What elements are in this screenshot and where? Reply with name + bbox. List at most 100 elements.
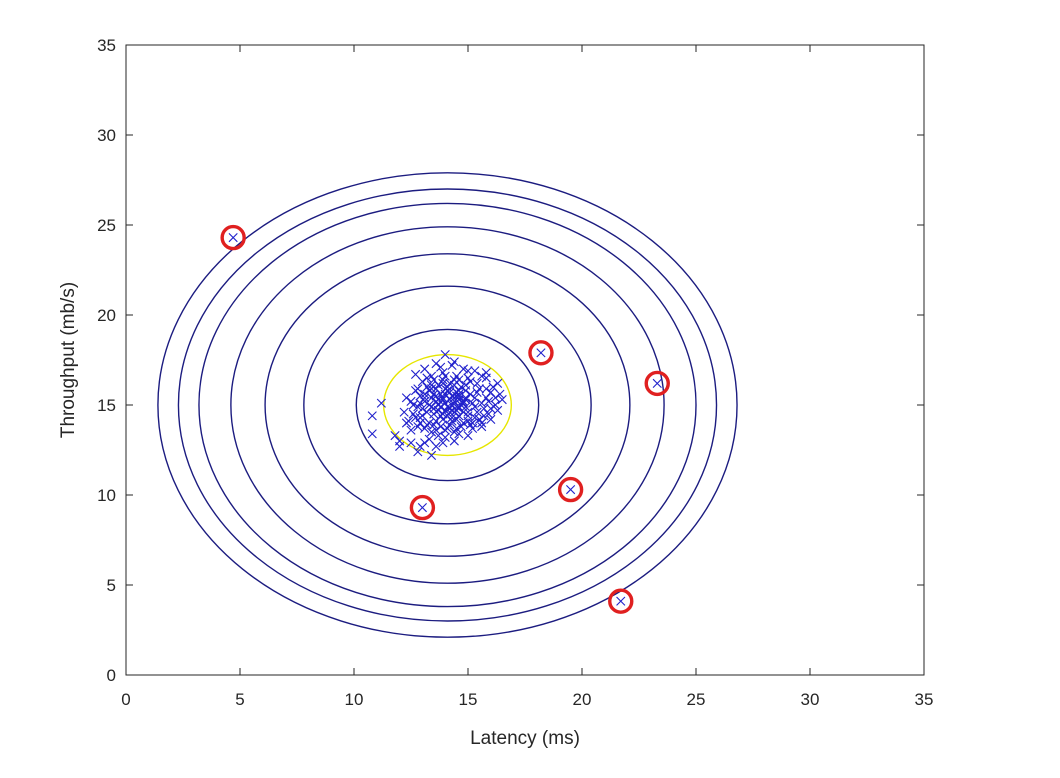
data-point bbox=[431, 441, 441, 451]
data-point bbox=[422, 373, 432, 383]
data-point bbox=[477, 371, 487, 381]
data-point bbox=[440, 432, 450, 442]
data-point bbox=[481, 368, 491, 378]
data-point bbox=[401, 393, 412, 403]
data-point bbox=[413, 384, 423, 394]
anomaly-point bbox=[536, 348, 546, 358]
data-point bbox=[406, 425, 416, 435]
data-point bbox=[442, 386, 453, 396]
anomaly-point bbox=[417, 503, 427, 513]
anomaly-point bbox=[616, 596, 626, 606]
data-point bbox=[395, 436, 405, 446]
data-point bbox=[415, 441, 425, 451]
data-point bbox=[470, 402, 480, 412]
data-point bbox=[431, 425, 441, 435]
contour-line-4 bbox=[230, 226, 665, 584]
data-point bbox=[495, 389, 505, 399]
x-tick-label: 5 bbox=[235, 690, 244, 709]
data-point bbox=[452, 405, 462, 415]
contour-line-2 bbox=[303, 285, 592, 525]
data-point bbox=[404, 416, 414, 426]
data-point bbox=[367, 429, 377, 439]
data-point bbox=[424, 434, 434, 444]
data-point bbox=[490, 400, 500, 410]
contour-line-3 bbox=[264, 253, 631, 557]
contour-line-5 bbox=[198, 202, 697, 608]
data-point bbox=[429, 375, 439, 385]
data-point bbox=[463, 407, 473, 417]
data-point bbox=[440, 350, 450, 360]
data-point bbox=[433, 400, 443, 410]
anomaly-point bbox=[566, 485, 576, 495]
data-point bbox=[463, 373, 473, 383]
data-point bbox=[426, 384, 437, 394]
data-point bbox=[406, 438, 416, 448]
y-tick-label: 0 bbox=[107, 666, 116, 685]
x-tick-label: 25 bbox=[687, 690, 706, 709]
x-tick-label: 15 bbox=[459, 690, 478, 709]
x-tick-label: 10 bbox=[345, 690, 364, 709]
data-point bbox=[410, 369, 421, 379]
data-point bbox=[436, 411, 446, 421]
data-point bbox=[470, 366, 480, 376]
data-point bbox=[463, 431, 473, 441]
data-point bbox=[456, 422, 466, 432]
y-tick-label: 25 bbox=[97, 216, 116, 235]
x-tick-label: 35 bbox=[915, 690, 934, 709]
data-point bbox=[431, 391, 441, 401]
data-point bbox=[461, 386, 471, 396]
data-point bbox=[436, 422, 446, 432]
x-tick-label: 0 bbox=[121, 690, 130, 709]
data-point bbox=[420, 364, 430, 374]
data-point bbox=[486, 404, 496, 414]
data-point bbox=[415, 413, 425, 423]
y-tick-label: 10 bbox=[97, 486, 116, 505]
data-point bbox=[479, 404, 489, 414]
data-point bbox=[438, 395, 448, 405]
data-point bbox=[493, 405, 503, 415]
data-point bbox=[426, 450, 437, 460]
anomaly-circle bbox=[608, 588, 634, 614]
data-point bbox=[470, 393, 480, 403]
data-point bbox=[488, 382, 498, 392]
data-point bbox=[399, 407, 409, 417]
data-point bbox=[438, 438, 448, 448]
data-point bbox=[422, 420, 432, 430]
gaussian-contours bbox=[157, 172, 738, 638]
y-tick-label: 30 bbox=[97, 126, 116, 145]
data-point bbox=[486, 414, 496, 424]
data-point bbox=[479, 411, 489, 421]
data-point bbox=[413, 402, 423, 412]
x-axis-label: Latency (ms) bbox=[470, 728, 580, 749]
data-point bbox=[467, 418, 478, 428]
data-point bbox=[447, 413, 457, 423]
data-point bbox=[447, 391, 457, 401]
anomaly-point bbox=[652, 378, 662, 388]
data-point bbox=[390, 431, 400, 441]
data-point bbox=[417, 377, 427, 387]
data-point bbox=[413, 422, 423, 432]
data-point bbox=[449, 357, 459, 367]
data-point bbox=[463, 366, 473, 376]
y-tick-label: 20 bbox=[97, 306, 116, 325]
data-point bbox=[463, 411, 473, 421]
data-point bbox=[483, 396, 494, 406]
data-point bbox=[420, 393, 430, 403]
data-point bbox=[497, 395, 507, 405]
data-point bbox=[449, 436, 459, 446]
data-point bbox=[413, 447, 423, 457]
data-point bbox=[458, 407, 469, 417]
data-point bbox=[442, 423, 453, 433]
anomaly-circle bbox=[409, 494, 436, 521]
anomaly-circle bbox=[528, 340, 554, 366]
data-point bbox=[474, 414, 484, 424]
data-point bbox=[493, 378, 503, 388]
data-point bbox=[477, 422, 487, 432]
data-point bbox=[449, 427, 459, 437]
anomaly-markers bbox=[220, 224, 670, 614]
data-point bbox=[454, 395, 464, 405]
data-point bbox=[490, 393, 500, 403]
data-point bbox=[410, 413, 421, 423]
data-point bbox=[472, 387, 482, 397]
